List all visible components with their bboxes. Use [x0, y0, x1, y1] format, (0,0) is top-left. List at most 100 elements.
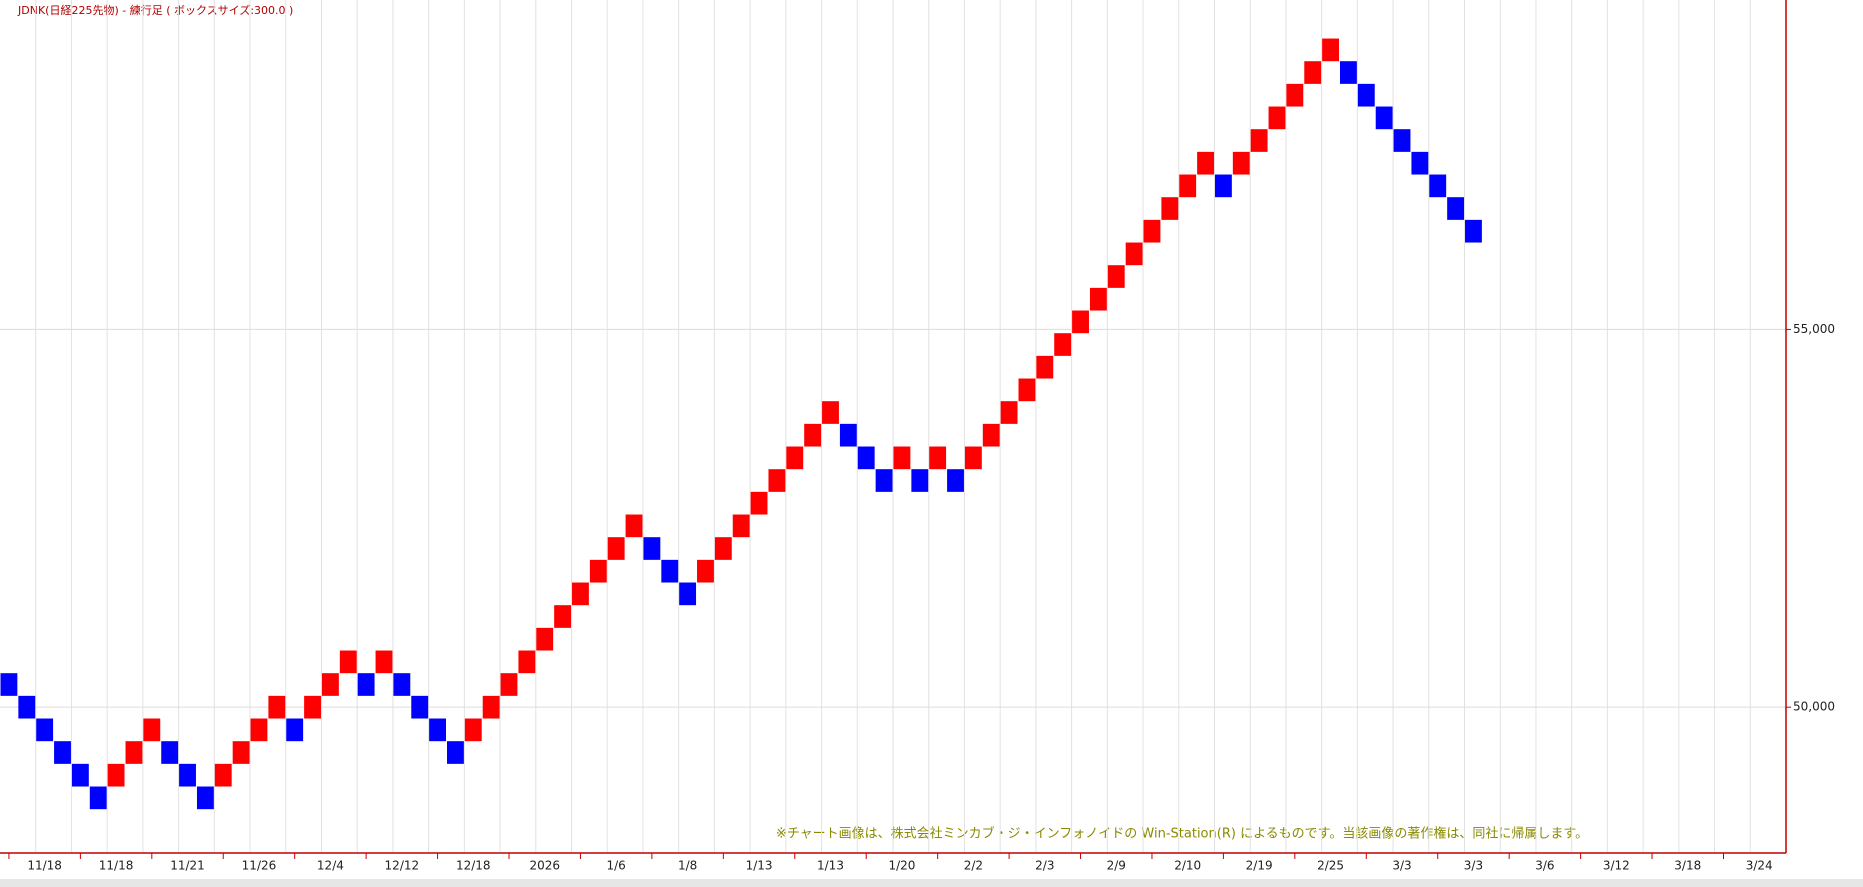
renko-brick [768, 469, 786, 492]
renko-brick [1143, 219, 1161, 243]
x-tick-label: 3/3 [1464, 859, 1483, 873]
renko-brick [1322, 38, 1339, 62]
renko-brick [572, 582, 589, 606]
renko-brick [1304, 61, 1322, 84]
renko-brick [536, 627, 554, 651]
renko-brick [839, 423, 857, 447]
x-tick-label: 11/21 [170, 859, 205, 873]
renko-brick [1054, 333, 1072, 356]
y-tick-label: 50,000 [1793, 700, 1835, 714]
renko-brick [1072, 310, 1089, 334]
renko-brick [107, 763, 125, 787]
renko-brick [643, 537, 661, 560]
x-tick-label: 2/3 [1035, 859, 1054, 873]
renko-brick [179, 763, 196, 787]
x-tick-label: 2026 [529, 859, 560, 873]
renko-brick [1000, 401, 1018, 424]
x-tick-label: 3/3 [1392, 859, 1411, 873]
renko-brick [250, 718, 268, 742]
renko-brick [804, 423, 822, 447]
renko-brick [750, 491, 768, 515]
renko-brick [89, 786, 107, 810]
renko-brick [1340, 61, 1357, 84]
renko-brick [232, 741, 250, 764]
renko-brick [857, 446, 875, 470]
x-tick-label: 11/26 [242, 859, 277, 873]
renko-brick [429, 718, 446, 742]
x-tick-label: 1/6 [607, 859, 626, 873]
renko-brick [1018, 378, 1036, 402]
renko-brick [1107, 265, 1125, 288]
renko-brick [0, 673, 18, 696]
renko-brick [679, 582, 697, 606]
renko-brick [982, 423, 1000, 447]
x-tick-label: 3/6 [1535, 859, 1554, 873]
renko-brick [893, 446, 911, 470]
y-tick-label: 55,000 [1793, 322, 1835, 336]
copyright-note: ※チャート画像は、株式会社ミンカブ・ジ・インフォノイドの Win-Station… [776, 826, 1588, 842]
renko-brick [125, 741, 143, 764]
renko-brick [1232, 151, 1250, 175]
x-tick-label: 12/4 [317, 859, 344, 873]
renko-brick [375, 650, 393, 674]
chart-title: JDNK(日経225先物) - 練行足 ( ボックスサイズ:300.0 ) [17, 3, 293, 17]
x-tick-label: 2/19 [1246, 859, 1273, 873]
x-tick-label: 11/18 [99, 859, 134, 873]
renko-brick [268, 695, 286, 719]
renko-brick [1375, 106, 1393, 130]
renko-brick [1125, 242, 1143, 266]
x-tick-label: 12/12 [385, 859, 420, 873]
x-tick-label: 11/18 [27, 859, 62, 873]
renko-brick [518, 650, 536, 674]
renko-brick [554, 605, 572, 628]
renko-brick [1250, 129, 1268, 152]
renko-brick [1286, 83, 1304, 107]
renko-brick [36, 718, 54, 742]
scrollbar [0, 879, 1863, 887]
renko-brick [732, 514, 750, 538]
renko-brick [393, 673, 411, 696]
x-tick-label: 12/18 [456, 859, 491, 873]
renko-brick [1393, 129, 1411, 152]
x-tick-label: 2/10 [1174, 859, 1201, 873]
x-tick-label: 1/8 [678, 859, 697, 873]
renko-brick [947, 469, 964, 492]
x-tick-label: 1/20 [888, 859, 915, 873]
renko-brick [589, 559, 607, 583]
x-tick-label: 3/24 [1746, 859, 1773, 873]
renko-brick [339, 650, 357, 674]
x-tick-label: 3/18 [1674, 859, 1701, 873]
x-tick-label: 2/25 [1317, 859, 1344, 873]
renko-brick [54, 741, 71, 764]
renko-brick [143, 718, 161, 742]
renko-brick [18, 695, 36, 719]
x-tick-label: 2/9 [1107, 859, 1126, 873]
renko-brick [482, 695, 500, 719]
renko-brick [1179, 174, 1197, 198]
renko-brick [875, 469, 893, 492]
renko-brick [1429, 174, 1447, 198]
renko-brick [661, 559, 679, 583]
renko-brick [196, 786, 214, 810]
x-tick-label: 3/12 [1603, 859, 1630, 873]
renko-brick [464, 718, 482, 742]
renko-brick [1465, 219, 1482, 243]
renko-brick [321, 673, 339, 696]
renko-brick [1357, 83, 1375, 107]
renko-brick [1268, 106, 1286, 130]
renko-brick [500, 673, 518, 696]
renko-brick [929, 446, 947, 470]
renko-brick [964, 446, 982, 470]
renko-brick [1161, 197, 1179, 220]
renko-brick [714, 537, 732, 560]
renko-brick [357, 673, 375, 696]
renko-brick [1214, 174, 1232, 198]
renko-brick [71, 763, 89, 787]
renko-brick [822, 401, 839, 424]
renko-brick [286, 718, 304, 742]
renko-brick [1197, 151, 1214, 175]
renko-brick [161, 741, 179, 764]
renko-brick [697, 559, 714, 583]
renko-brick [911, 469, 929, 492]
